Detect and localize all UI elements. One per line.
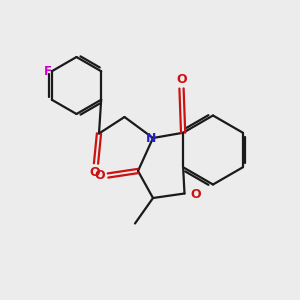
Text: O: O — [94, 169, 105, 182]
Text: F: F — [44, 65, 52, 78]
Text: O: O — [190, 188, 200, 202]
Text: N: N — [146, 131, 157, 145]
Text: O: O — [89, 167, 100, 179]
Text: O: O — [176, 73, 187, 85]
